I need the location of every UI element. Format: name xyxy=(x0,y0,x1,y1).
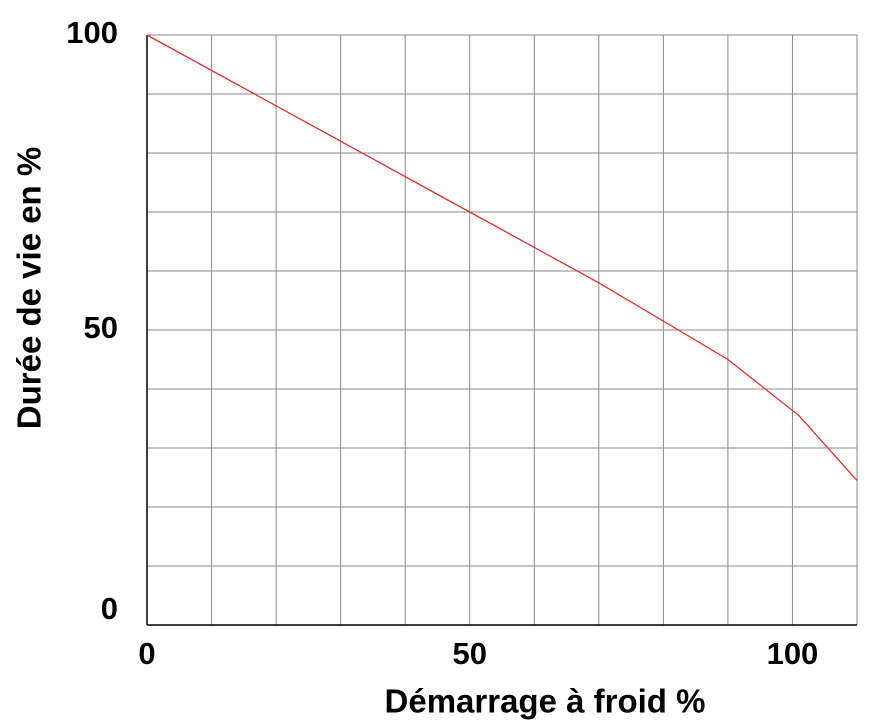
y-tick-label: 0 xyxy=(101,591,118,626)
y-tick-label: 50 xyxy=(84,310,118,345)
y-axis-title: Durée de vie en % xyxy=(11,147,48,429)
x-tick-label: 50 xyxy=(452,636,486,671)
x-tick-label: 100 xyxy=(767,636,819,671)
y-tick-label: 100 xyxy=(66,15,118,50)
x-tick-label: 0 xyxy=(138,636,155,671)
data-line xyxy=(146,34,858,481)
x-axis-title: Démarrage à froid % xyxy=(385,683,706,720)
